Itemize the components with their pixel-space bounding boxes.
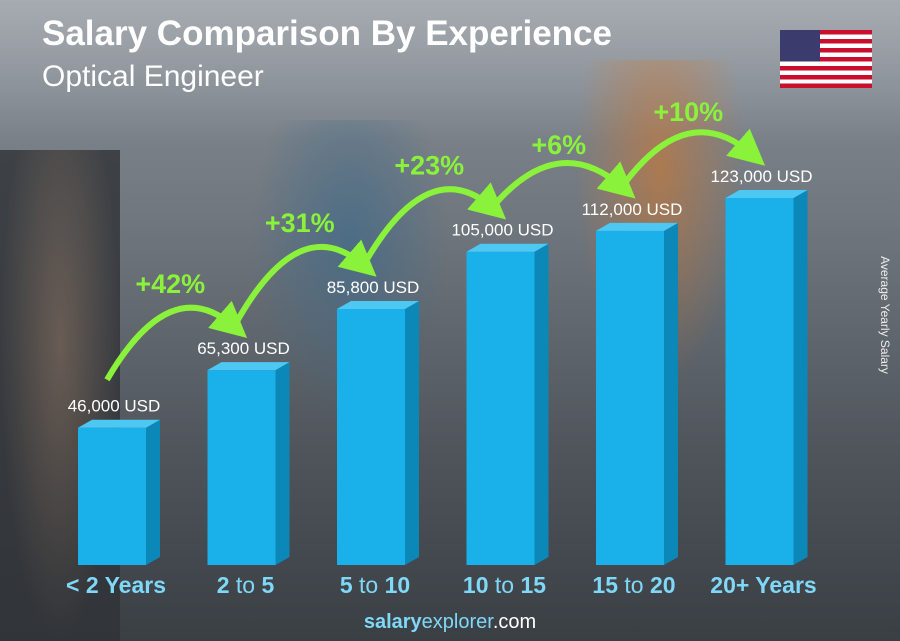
change-label: +42%: [135, 269, 205, 299]
bar-top: [78, 419, 160, 428]
value-label: 112,000 USD: [582, 200, 683, 219]
bar: [207, 362, 290, 565]
x-tick-part: 20+ Years: [710, 572, 816, 598]
x-tick-part: 10: [463, 572, 489, 598]
bar-side: [405, 300, 419, 565]
value-label: 85,800 USD: [327, 278, 420, 297]
change-arrow: [363, 182, 507, 263]
bar-front: [337, 308, 405, 565]
change-arrow: [233, 239, 377, 324]
bar-side: [146, 419, 160, 565]
x-tick-part: to: [489, 572, 515, 598]
bar-top: [725, 190, 808, 198]
change-label: +23%: [394, 151, 464, 181]
bar-top: [337, 300, 419, 309]
footer-brand: salaryexplorer.com: [0, 611, 900, 634]
change-label: +31%: [265, 208, 335, 238]
footer-brand-bold: salary: [363, 611, 422, 633]
bar: [78, 419, 160, 565]
x-tick-part: to: [230, 572, 256, 598]
value-label: 46,000 USD: [68, 397, 161, 416]
x-tick-part: 2: [217, 572, 230, 598]
change-label: +10%: [653, 97, 723, 127]
x-tick-label: 10 to 15: [463, 572, 546, 598]
bar-side: [534, 243, 549, 565]
footer-brand-domain: .com: [492, 611, 537, 633]
x-tick-part: 5: [255, 572, 274, 598]
bar-front: [466, 251, 535, 565]
x-tick-part: to: [353, 572, 379, 598]
bar-front: [725, 198, 794, 565]
bar-side: [275, 362, 290, 565]
bar-top: [466, 243, 549, 252]
x-tick-part: 10: [378, 572, 410, 598]
chart-title: Salary Comparison By Experience: [42, 14, 612, 53]
bar-side: [664, 222, 678, 565]
bar-side: [793, 190, 808, 565]
x-tick-label: < 2 Years: [66, 572, 166, 598]
x-tick-label: 15 to 20: [592, 572, 675, 598]
change-arrow: [104, 300, 248, 382]
bar-front: [596, 230, 664, 565]
bar-top: [596, 222, 678, 231]
x-tick-part: 20: [644, 572, 676, 598]
value-label: 123,000 USD: [710, 167, 812, 186]
value-label: 65,300 USD: [197, 339, 290, 358]
x-tick-part: 15: [592, 572, 618, 598]
x-tick-label: 2 to 5: [217, 572, 275, 598]
change-arrow: [622, 128, 766, 185]
x-tick-part: 15: [514, 572, 546, 598]
x-tick-part: 2 Years: [79, 572, 166, 598]
x-tick-label: 5 to 10: [340, 572, 410, 598]
bar: [337, 300, 419, 565]
bar-front: [78, 427, 146, 565]
change-arrow: [493, 160, 636, 206]
bar: [725, 190, 808, 565]
x-tick-label: 20+ Years: [710, 572, 816, 598]
bar-front: [207, 370, 276, 565]
x-tick-part: 5: [340, 572, 353, 598]
x-tick-part: to: [618, 572, 644, 598]
bar-top: [207, 362, 290, 371]
value-label: 105,000 USD: [451, 221, 553, 240]
change-label: +6%: [531, 130, 586, 160]
bar: [466, 243, 549, 565]
footer-brand-normal: explorer: [421, 611, 493, 633]
us-flag-icon: [780, 30, 872, 88]
x-tick-part: <: [66, 572, 79, 598]
chart-subtitle: Optical Engineer: [42, 60, 264, 93]
bar: [596, 222, 678, 565]
